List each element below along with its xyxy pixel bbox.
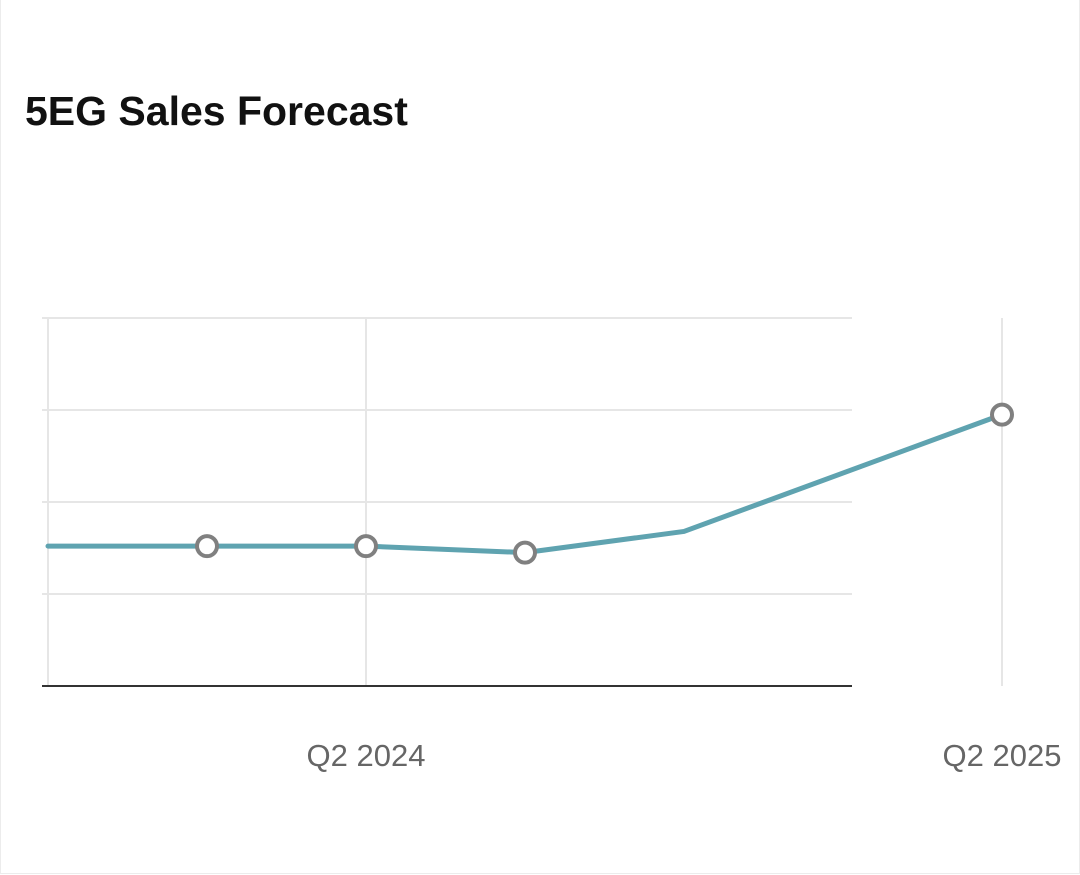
series-line: [45, 412, 1005, 556]
x-tick-label: Q2 2024: [307, 738, 426, 773]
data-point: [354, 534, 378, 559]
data-point: [990, 402, 1014, 427]
x-tick-label: Q2 2025: [943, 738, 1062, 773]
series: [45, 402, 1014, 565]
data-point: [195, 534, 219, 559]
data-point: [513, 540, 537, 565]
grid: [42, 317, 1003, 686]
x-tick-labels: Q2 2024 Q2 2025: [307, 738, 1062, 773]
chart-title: 5EG Sales Forecast: [25, 88, 408, 134]
